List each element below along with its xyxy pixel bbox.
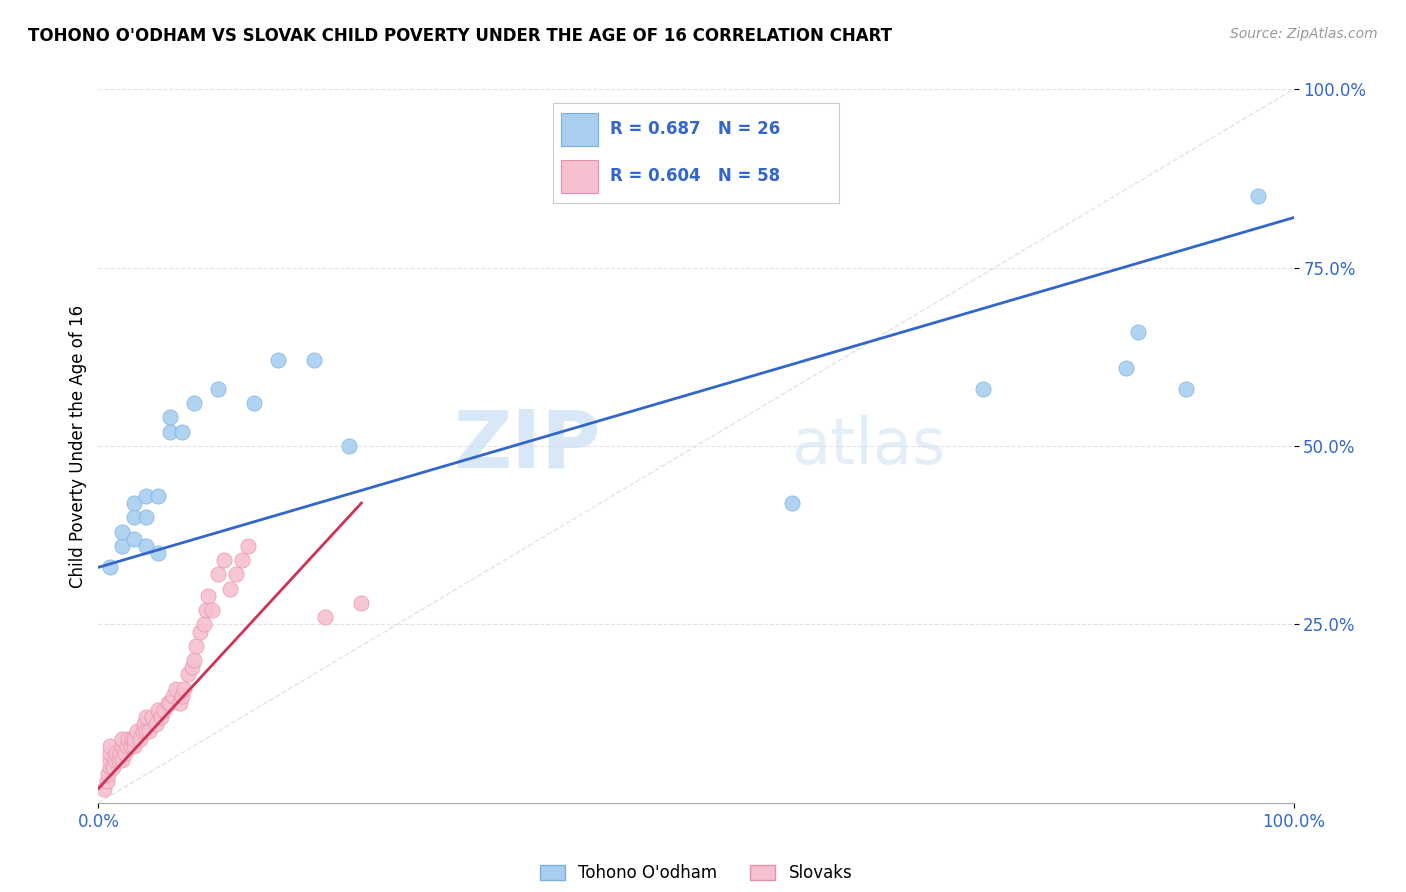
Point (212, 553, 235, 567)
Point (172, 425, 194, 439)
Point (183, 653, 205, 667)
Point (201, 603, 224, 617)
Point (172, 689, 194, 703)
Point (1128, 325, 1150, 339)
Point (93, 781, 115, 796)
Point (1175, 382, 1198, 396)
Point (124, 731, 146, 746)
Point (124, 739, 146, 753)
Point (148, 546, 170, 560)
Point (131, 724, 153, 739)
Text: ZIP: ZIP (453, 407, 600, 485)
Point (121, 731, 143, 746)
Point (117, 731, 139, 746)
Point (149, 710, 172, 724)
Point (188, 624, 211, 639)
Point (267, 353, 290, 368)
Point (225, 567, 247, 582)
Point (115, 739, 138, 753)
Point (135, 724, 157, 739)
Y-axis label: Child Poverty Under the Age of 16: Child Poverty Under the Age of 16 (69, 304, 87, 588)
Point (124, 496, 146, 510)
Point (120, 739, 142, 753)
Point (97, 767, 120, 781)
Text: TOHONO O'ODHAM VS SLOVAK CHILD POVERTY UNDER THE AGE OF 16 CORRELATION CHART: TOHONO O'ODHAM VS SLOVAK CHILD POVERTY U… (28, 27, 893, 45)
Point (219, 582, 242, 596)
Point (177, 667, 200, 681)
Point (165, 681, 187, 696)
Point (159, 696, 181, 710)
Point (173, 681, 195, 696)
Point (105, 746, 128, 760)
Point (104, 753, 127, 767)
Point (207, 382, 229, 396)
Point (98, 560, 122, 574)
Point (124, 532, 146, 546)
Point (135, 510, 157, 524)
Point (243, 396, 266, 410)
Point (111, 539, 134, 553)
Text: Source: ZipAtlas.com: Source: ZipAtlas.com (1230, 27, 1378, 41)
Point (96, 774, 118, 789)
Point (98, 739, 122, 753)
Point (302, 353, 325, 368)
Point (153, 703, 176, 717)
Point (193, 617, 215, 632)
Point (1115, 360, 1137, 375)
Point (135, 710, 157, 724)
Point (337, 439, 360, 453)
Point (107, 753, 129, 767)
Point (101, 760, 124, 774)
Point (315, 610, 337, 624)
Point (972, 382, 994, 396)
Point (1246, 189, 1268, 203)
Point (132, 717, 155, 731)
Point (159, 425, 181, 439)
Point (111, 524, 134, 539)
Point (231, 553, 253, 567)
Point (98, 746, 122, 760)
Point (98, 760, 122, 774)
Point (111, 739, 134, 753)
Point (111, 753, 134, 767)
Point (236, 539, 259, 553)
Point (108, 746, 131, 760)
Point (125, 724, 148, 739)
Point (138, 724, 160, 739)
Point (156, 696, 179, 710)
Text: atlas: atlas (792, 415, 946, 477)
Point (111, 731, 134, 746)
Point (148, 703, 170, 717)
Point (186, 639, 208, 653)
Point (350, 596, 373, 610)
Point (135, 539, 157, 553)
Point (162, 689, 184, 703)
Point (183, 396, 205, 410)
Point (145, 717, 167, 731)
Point (207, 567, 229, 582)
Point (197, 589, 219, 603)
Point (114, 746, 136, 760)
Legend: Tohono O'odham, Slovaks: Tohono O'odham, Slovaks (533, 857, 859, 888)
Point (141, 710, 163, 724)
Point (148, 489, 170, 503)
Point (159, 410, 181, 425)
Point (194, 603, 217, 617)
Point (180, 660, 202, 674)
Point (780, 496, 803, 510)
Point (124, 510, 146, 524)
Point (129, 731, 152, 746)
Point (135, 489, 157, 503)
Point (169, 696, 191, 710)
Point (98, 753, 122, 767)
